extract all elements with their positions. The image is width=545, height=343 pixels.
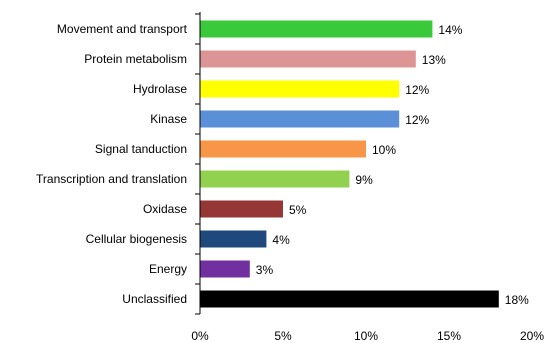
bar-5 — [200, 170, 350, 188]
bar-0 — [200, 20, 433, 38]
bar-9 — [200, 290, 499, 308]
bars — [200, 20, 499, 308]
bar-6 — [200, 200, 283, 218]
x-tick-label-0: 0% — [191, 329, 209, 343]
category-label-8: Energy — [149, 262, 187, 276]
x-tick-label-4: 20% — [520, 329, 544, 343]
value-label-1: 13% — [422, 53, 446, 67]
x-tick-label-1: 5% — [274, 329, 292, 343]
category-label-3: Kinase — [150, 112, 187, 126]
value-label-9: 18% — [505, 293, 529, 307]
category-label-6: Oxidase — [143, 202, 187, 216]
category-labels: Movement and transport Protein metabolism… — [36, 22, 188, 306]
category-label-5: Transcription and translation — [36, 172, 187, 186]
bar-1 — [200, 50, 416, 68]
value-label-8: 3% — [256, 263, 274, 277]
bar-4 — [200, 140, 366, 158]
value-label-5: 9% — [355, 173, 373, 187]
value-labels: 14% 13% 12% 12% 10% 9% 5% 4% 3% 18% — [256, 23, 529, 307]
value-label-7: 4% — [272, 233, 290, 247]
value-label-2: 12% — [405, 83, 429, 97]
value-label-0: 14% — [438, 23, 462, 37]
value-label-6: 5% — [289, 203, 307, 217]
category-label-1: Protein metabolism — [84, 52, 187, 66]
value-label-4: 10% — [372, 143, 396, 157]
bar-2 — [200, 80, 400, 98]
value-label-3: 12% — [405, 113, 429, 127]
category-label-7: Cellular biogenesis — [86, 232, 187, 246]
axes — [195, 12, 201, 315]
bar-8 — [200, 260, 250, 278]
x-tick-label-2: 10% — [354, 329, 378, 343]
bar-7 — [200, 230, 267, 248]
x-tick-label-3: 15% — [437, 329, 461, 343]
category-label-0: Movement and transport — [57, 22, 188, 36]
category-label-2: Hydrolase — [133, 82, 187, 96]
x-tick-labels: 0% 5% 10% 15% 20% — [191, 329, 544, 343]
category-label-4: Signal tanduction — [95, 142, 187, 156]
category-label-9: Unclassified — [122, 292, 187, 306]
bar-3 — [200, 110, 400, 128]
